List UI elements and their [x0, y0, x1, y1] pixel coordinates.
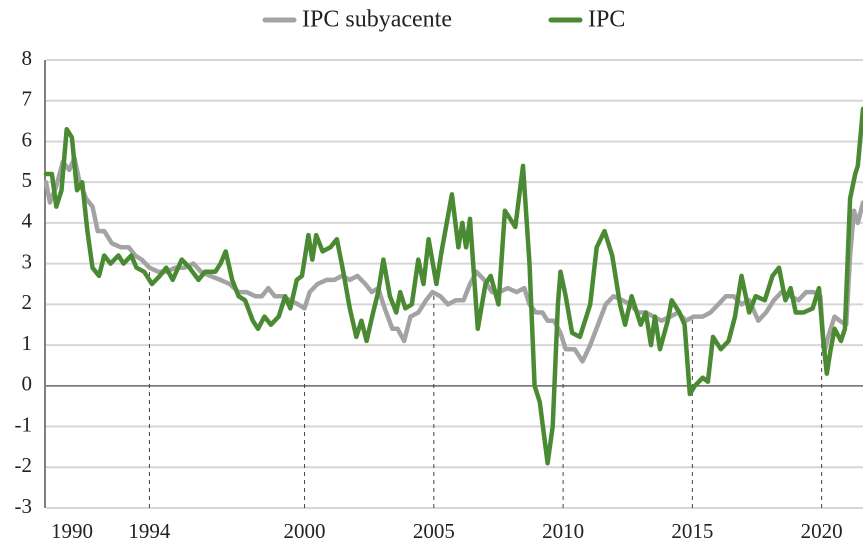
series-line — [43, 106, 863, 466]
x-tick-label: 1990 — [51, 519, 93, 543]
y-tick-label: 7 — [22, 87, 33, 111]
legend-label: IPC subyacente — [302, 7, 452, 33]
y-tick-label: 4 — [22, 209, 33, 233]
x-tick-label: 2015 — [671, 519, 713, 543]
x-tick-label: 1994 — [128, 519, 171, 543]
x-tick-label: 2005 — [413, 519, 455, 543]
y-tick-label: 3 — [22, 249, 33, 273]
y-tick-label: 6 — [22, 127, 33, 151]
y-tick-label: 8 — [22, 46, 33, 70]
y-tick-label: 0 — [22, 372, 33, 396]
series-line — [43, 155, 863, 364]
y-tick-label: -2 — [15, 453, 33, 477]
y-tick-label: 1 — [22, 331, 33, 355]
x-tick-label: 2020 — [801, 519, 843, 543]
legend-label: IPC — [588, 7, 625, 33]
y-tick-label: 2 — [22, 290, 33, 314]
x-tick-label: 2000 — [284, 519, 326, 543]
y-tick-label: -1 — [15, 412, 33, 436]
y-tick-label: -3 — [15, 494, 33, 518]
x-tick-label: 2010 — [542, 519, 584, 543]
y-tick-label: 5 — [22, 168, 33, 192]
